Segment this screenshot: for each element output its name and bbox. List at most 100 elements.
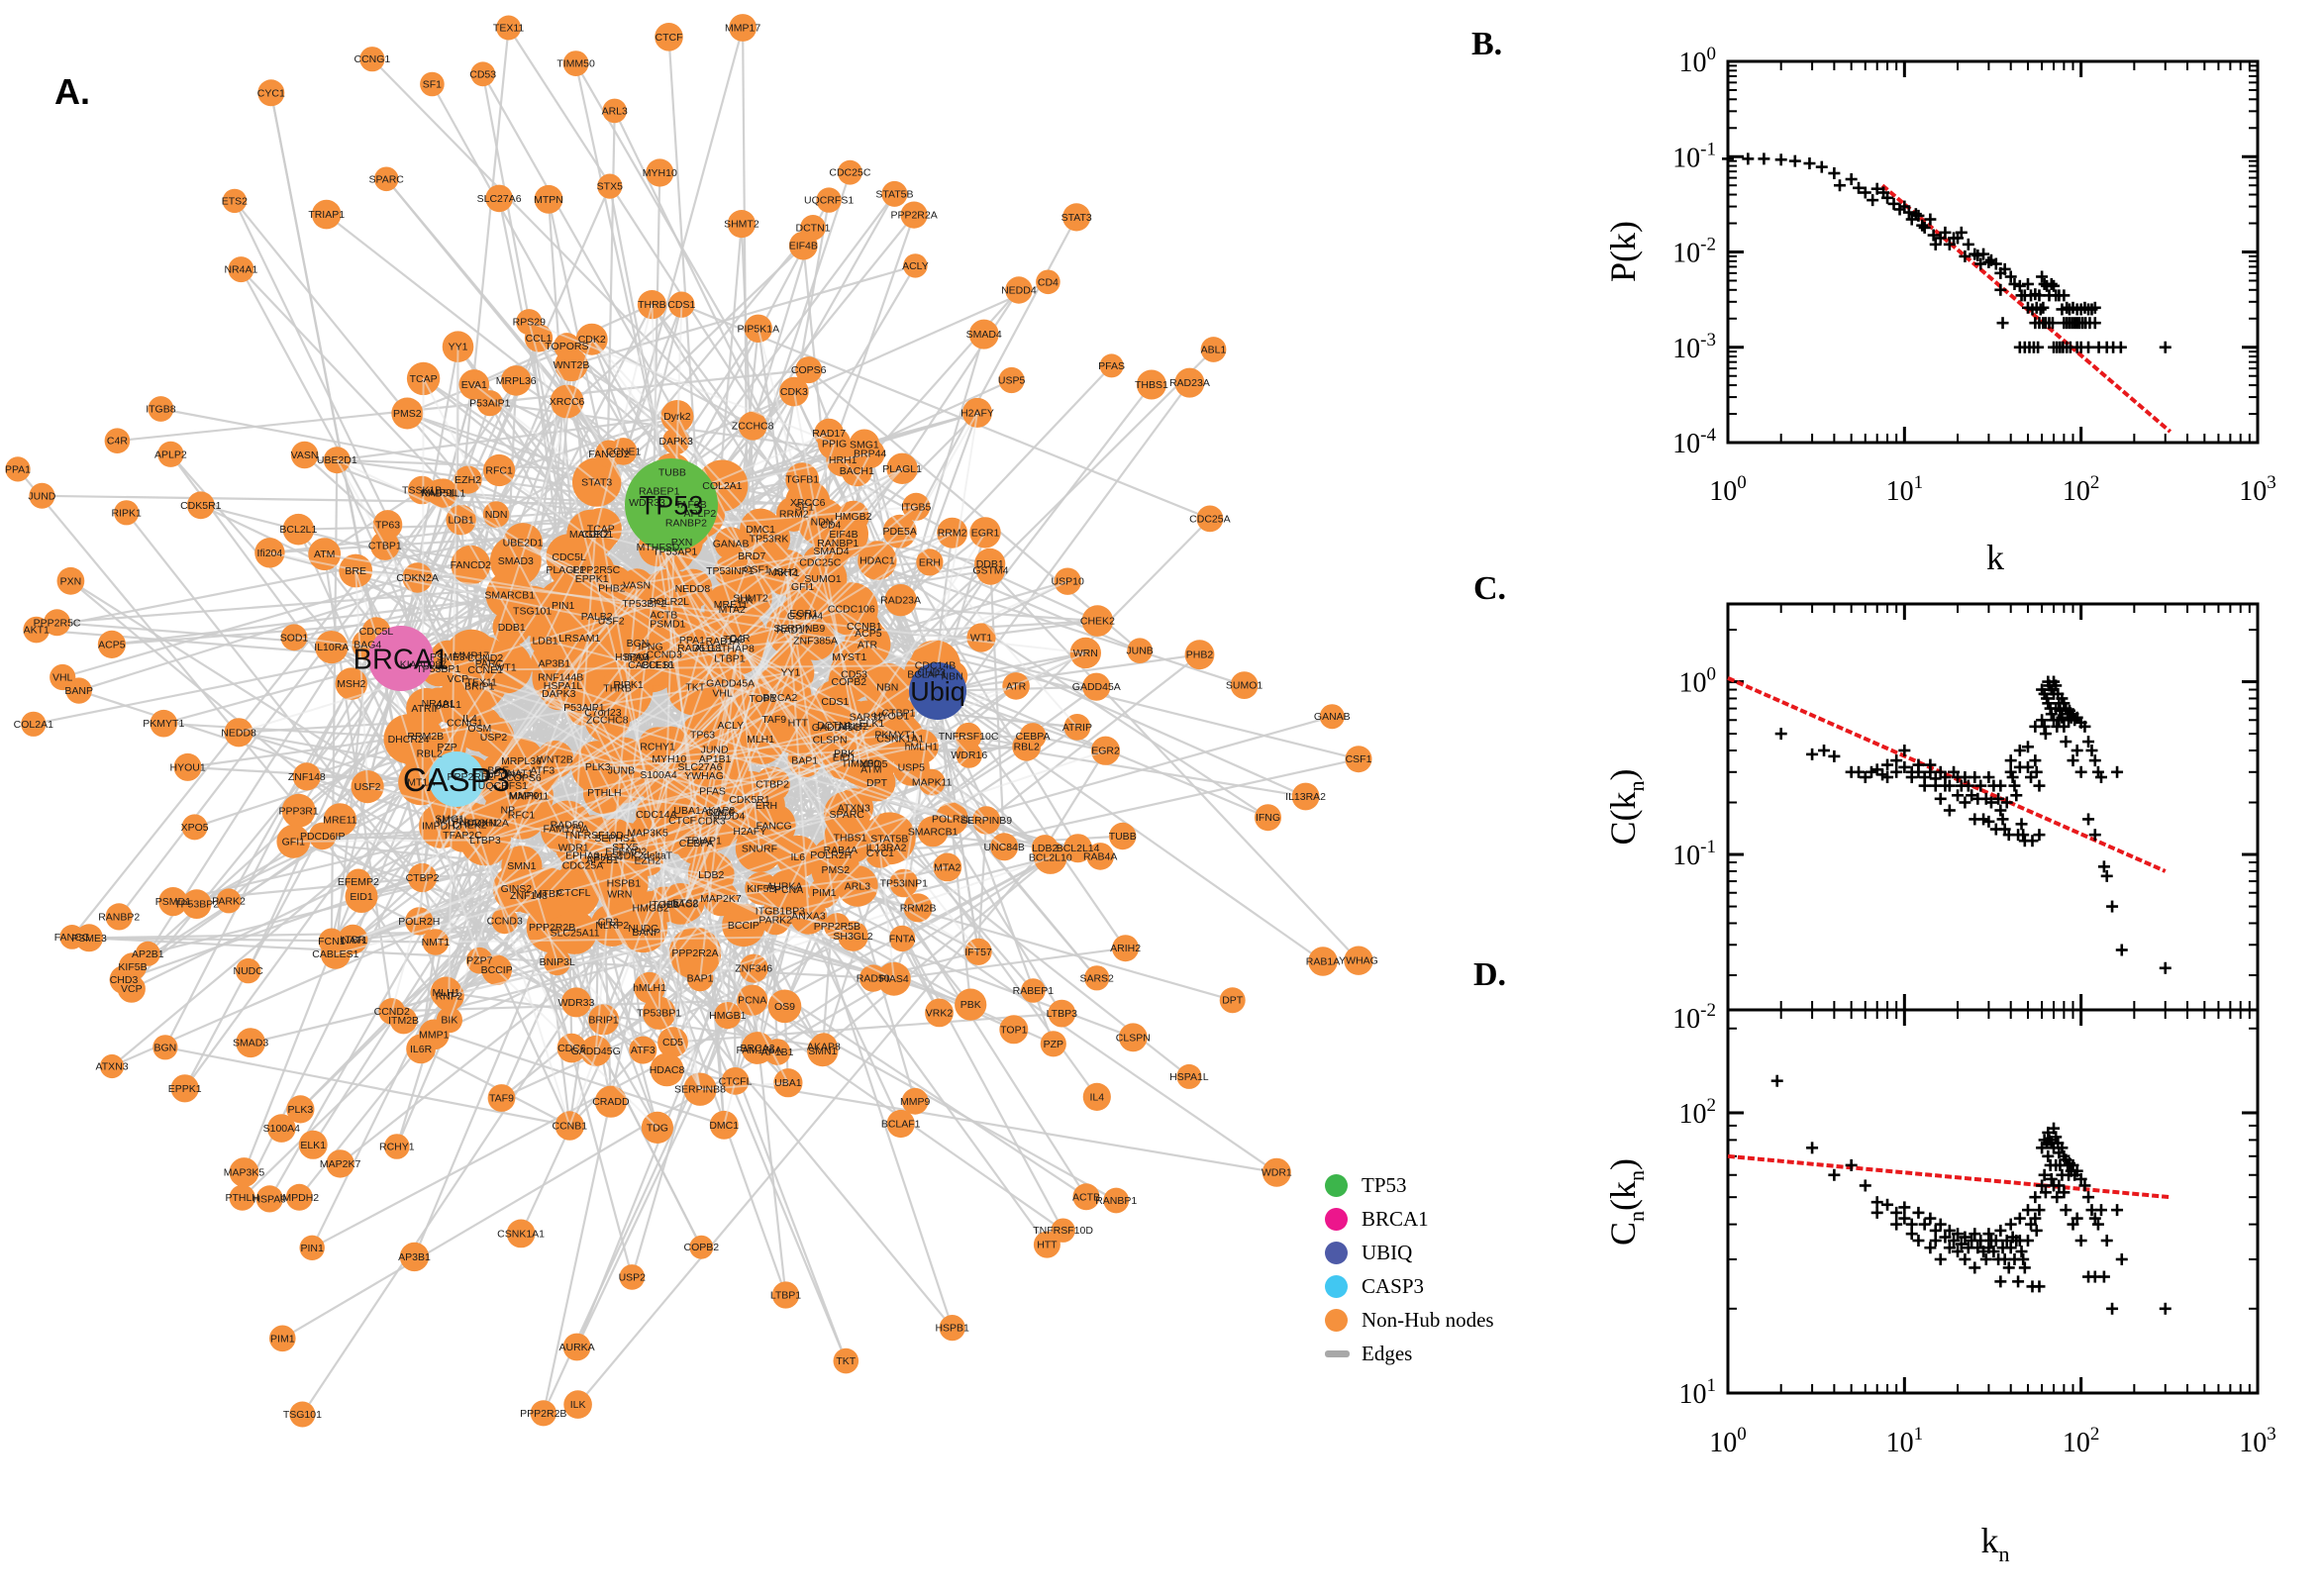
network-node-label: RAB1A bbox=[706, 636, 740, 648]
network-node-label: HSPA9 bbox=[615, 651, 649, 663]
network-node-label: WDR1 bbox=[1262, 1167, 1292, 1179]
network-node bbox=[1200, 337, 1227, 362]
network-node bbox=[1081, 605, 1114, 637]
network-node-label: PDE5A bbox=[882, 526, 916, 538]
network-node-label: ATF3 bbox=[530, 764, 555, 776]
network-node-label: SERPINB8 bbox=[674, 1084, 726, 1096]
network-edge bbox=[989, 569, 1360, 961]
network-node-label: STAT3 bbox=[581, 477, 612, 489]
network-edge bbox=[164, 1046, 570, 1128]
network-node-label: IFT57 bbox=[964, 947, 992, 958]
network-node-label: CDC6 bbox=[557, 1043, 586, 1054]
network-node-label: VHL bbox=[712, 688, 733, 700]
network-node-label: MT1A bbox=[407, 777, 435, 789]
tick-label: 10-1 bbox=[1672, 139, 1716, 173]
network-node-label: CDS1 bbox=[667, 299, 695, 311]
network-node-label: GSTM4 bbox=[787, 610, 823, 622]
network-node bbox=[809, 700, 860, 750]
network-node bbox=[428, 478, 458, 508]
network-node bbox=[269, 1325, 296, 1352]
network-node-label: BCL2L14 bbox=[1057, 843, 1100, 854]
network-node-label: RPS29 bbox=[513, 317, 546, 329]
network-node-label: BNIP3L bbox=[540, 956, 575, 968]
network-node bbox=[229, 1184, 255, 1211]
network-node-label: CDC25C bbox=[799, 557, 841, 569]
network-node-label: OSM bbox=[467, 723, 491, 735]
network-node-label: CDK5R1 bbox=[729, 794, 770, 806]
network-node bbox=[802, 545, 838, 580]
network-edge bbox=[449, 882, 905, 997]
network-node-label: TOPORS bbox=[479, 769, 523, 781]
network-edge bbox=[651, 304, 660, 491]
legend-label: Non-Hub nodes bbox=[1362, 1307, 1494, 1332]
network-node-label: MLH1 bbox=[432, 987, 459, 999]
network-node-label: DAPK3 bbox=[542, 688, 576, 700]
network-node-label: VASN bbox=[291, 449, 319, 461]
network-node bbox=[1308, 947, 1338, 976]
network-node-label: FNTA bbox=[889, 933, 916, 945]
network-edge bbox=[843, 532, 986, 754]
network-node bbox=[1099, 353, 1124, 378]
network-node-labels: CDC6 COPS6 CCND2 USF2 BCCIP CCNB1 CDK3 WDR33 POL… bbox=[5, 23, 1378, 1422]
network-node-label: NEDD4 bbox=[1001, 285, 1037, 297]
tick-label: 10-2 bbox=[1672, 235, 1716, 269]
panel-a-label: A. bbox=[54, 71, 90, 112]
network-node bbox=[795, 356, 823, 384]
network-node-label: DCTN1 bbox=[817, 720, 852, 732]
network-node bbox=[216, 888, 242, 914]
network-node-label: TSSK1B bbox=[402, 485, 442, 497]
network-node bbox=[170, 1074, 199, 1103]
network-edge bbox=[403, 1019, 725, 1127]
network-node-label: HYOU1 bbox=[170, 761, 206, 773]
network-node-label: TUBB bbox=[1109, 831, 1137, 843]
tick-label: 103 bbox=[2239, 472, 2276, 507]
network-edge bbox=[238, 549, 832, 734]
network-node bbox=[56, 566, 85, 595]
network-node bbox=[1082, 672, 1111, 701]
network-node-label: POLR2H bbox=[810, 849, 852, 861]
network-edge bbox=[464, 721, 751, 801]
network-node bbox=[1103, 1187, 1130, 1214]
network-node-label: DHCR24 bbox=[388, 734, 430, 746]
network-node-label: CTCFL bbox=[557, 887, 591, 899]
network-node-label: WNT2B bbox=[537, 754, 573, 766]
network-node-label: AURKA bbox=[559, 1342, 595, 1353]
network-node-label: EPHA3 bbox=[565, 850, 600, 862]
network-node-label: SHMT2 bbox=[724, 219, 759, 231]
network-node-label: TSG101 bbox=[513, 606, 552, 618]
network-node-label: HDAC1 bbox=[859, 555, 895, 567]
network-node-label: AP2B1 bbox=[132, 948, 164, 960]
network-node-label: PARK2 bbox=[212, 895, 246, 907]
network-node-label: XPO5 bbox=[859, 758, 887, 770]
network-edge bbox=[650, 781, 877, 909]
network-edge bbox=[676, 416, 846, 754]
node-dot-icon bbox=[1325, 1173, 1348, 1197]
network-node-label: PPP2R2B bbox=[529, 922, 575, 934]
network-node-label: TRIAP1 bbox=[685, 835, 722, 847]
network-node-label: PPP2R2B bbox=[520, 1408, 566, 1420]
network-node-label: CCND3 bbox=[487, 915, 523, 927]
network-node bbox=[157, 441, 184, 467]
network-node-label: POLR2L bbox=[932, 814, 971, 826]
network-node-label: Ifi204 bbox=[625, 652, 651, 664]
network-node-label: SERPINB9 bbox=[960, 815, 1012, 827]
network-edge bbox=[354, 570, 481, 961]
network-node bbox=[709, 1110, 739, 1140]
plot-C: 10-1 100 10-2 C(kn​) bbox=[1603, 602, 2260, 1035]
network-edge bbox=[646, 915, 809, 934]
network-node bbox=[553, 910, 597, 954]
network-node-label: IL10RA bbox=[314, 642, 349, 653]
network-edge bbox=[699, 1081, 788, 1091]
network-node-label: Dyrk2 bbox=[663, 411, 691, 423]
network-node-label: WDR1 bbox=[558, 842, 589, 853]
network-node-label: POLR2H bbox=[398, 916, 440, 928]
network-node-label: PPIG bbox=[822, 438, 847, 449]
network-node-label: SMARCB1 bbox=[908, 826, 959, 838]
network-node-label: ZNF148 bbox=[510, 890, 548, 902]
network-node bbox=[186, 491, 215, 520]
network-node-label: CTBP1 bbox=[368, 541, 402, 552]
network-node-label: ARIH2 bbox=[1110, 943, 1141, 954]
network-node bbox=[451, 545, 491, 585]
network-node-label: C7orf23 bbox=[584, 707, 622, 719]
network-edge bbox=[484, 506, 917, 842]
